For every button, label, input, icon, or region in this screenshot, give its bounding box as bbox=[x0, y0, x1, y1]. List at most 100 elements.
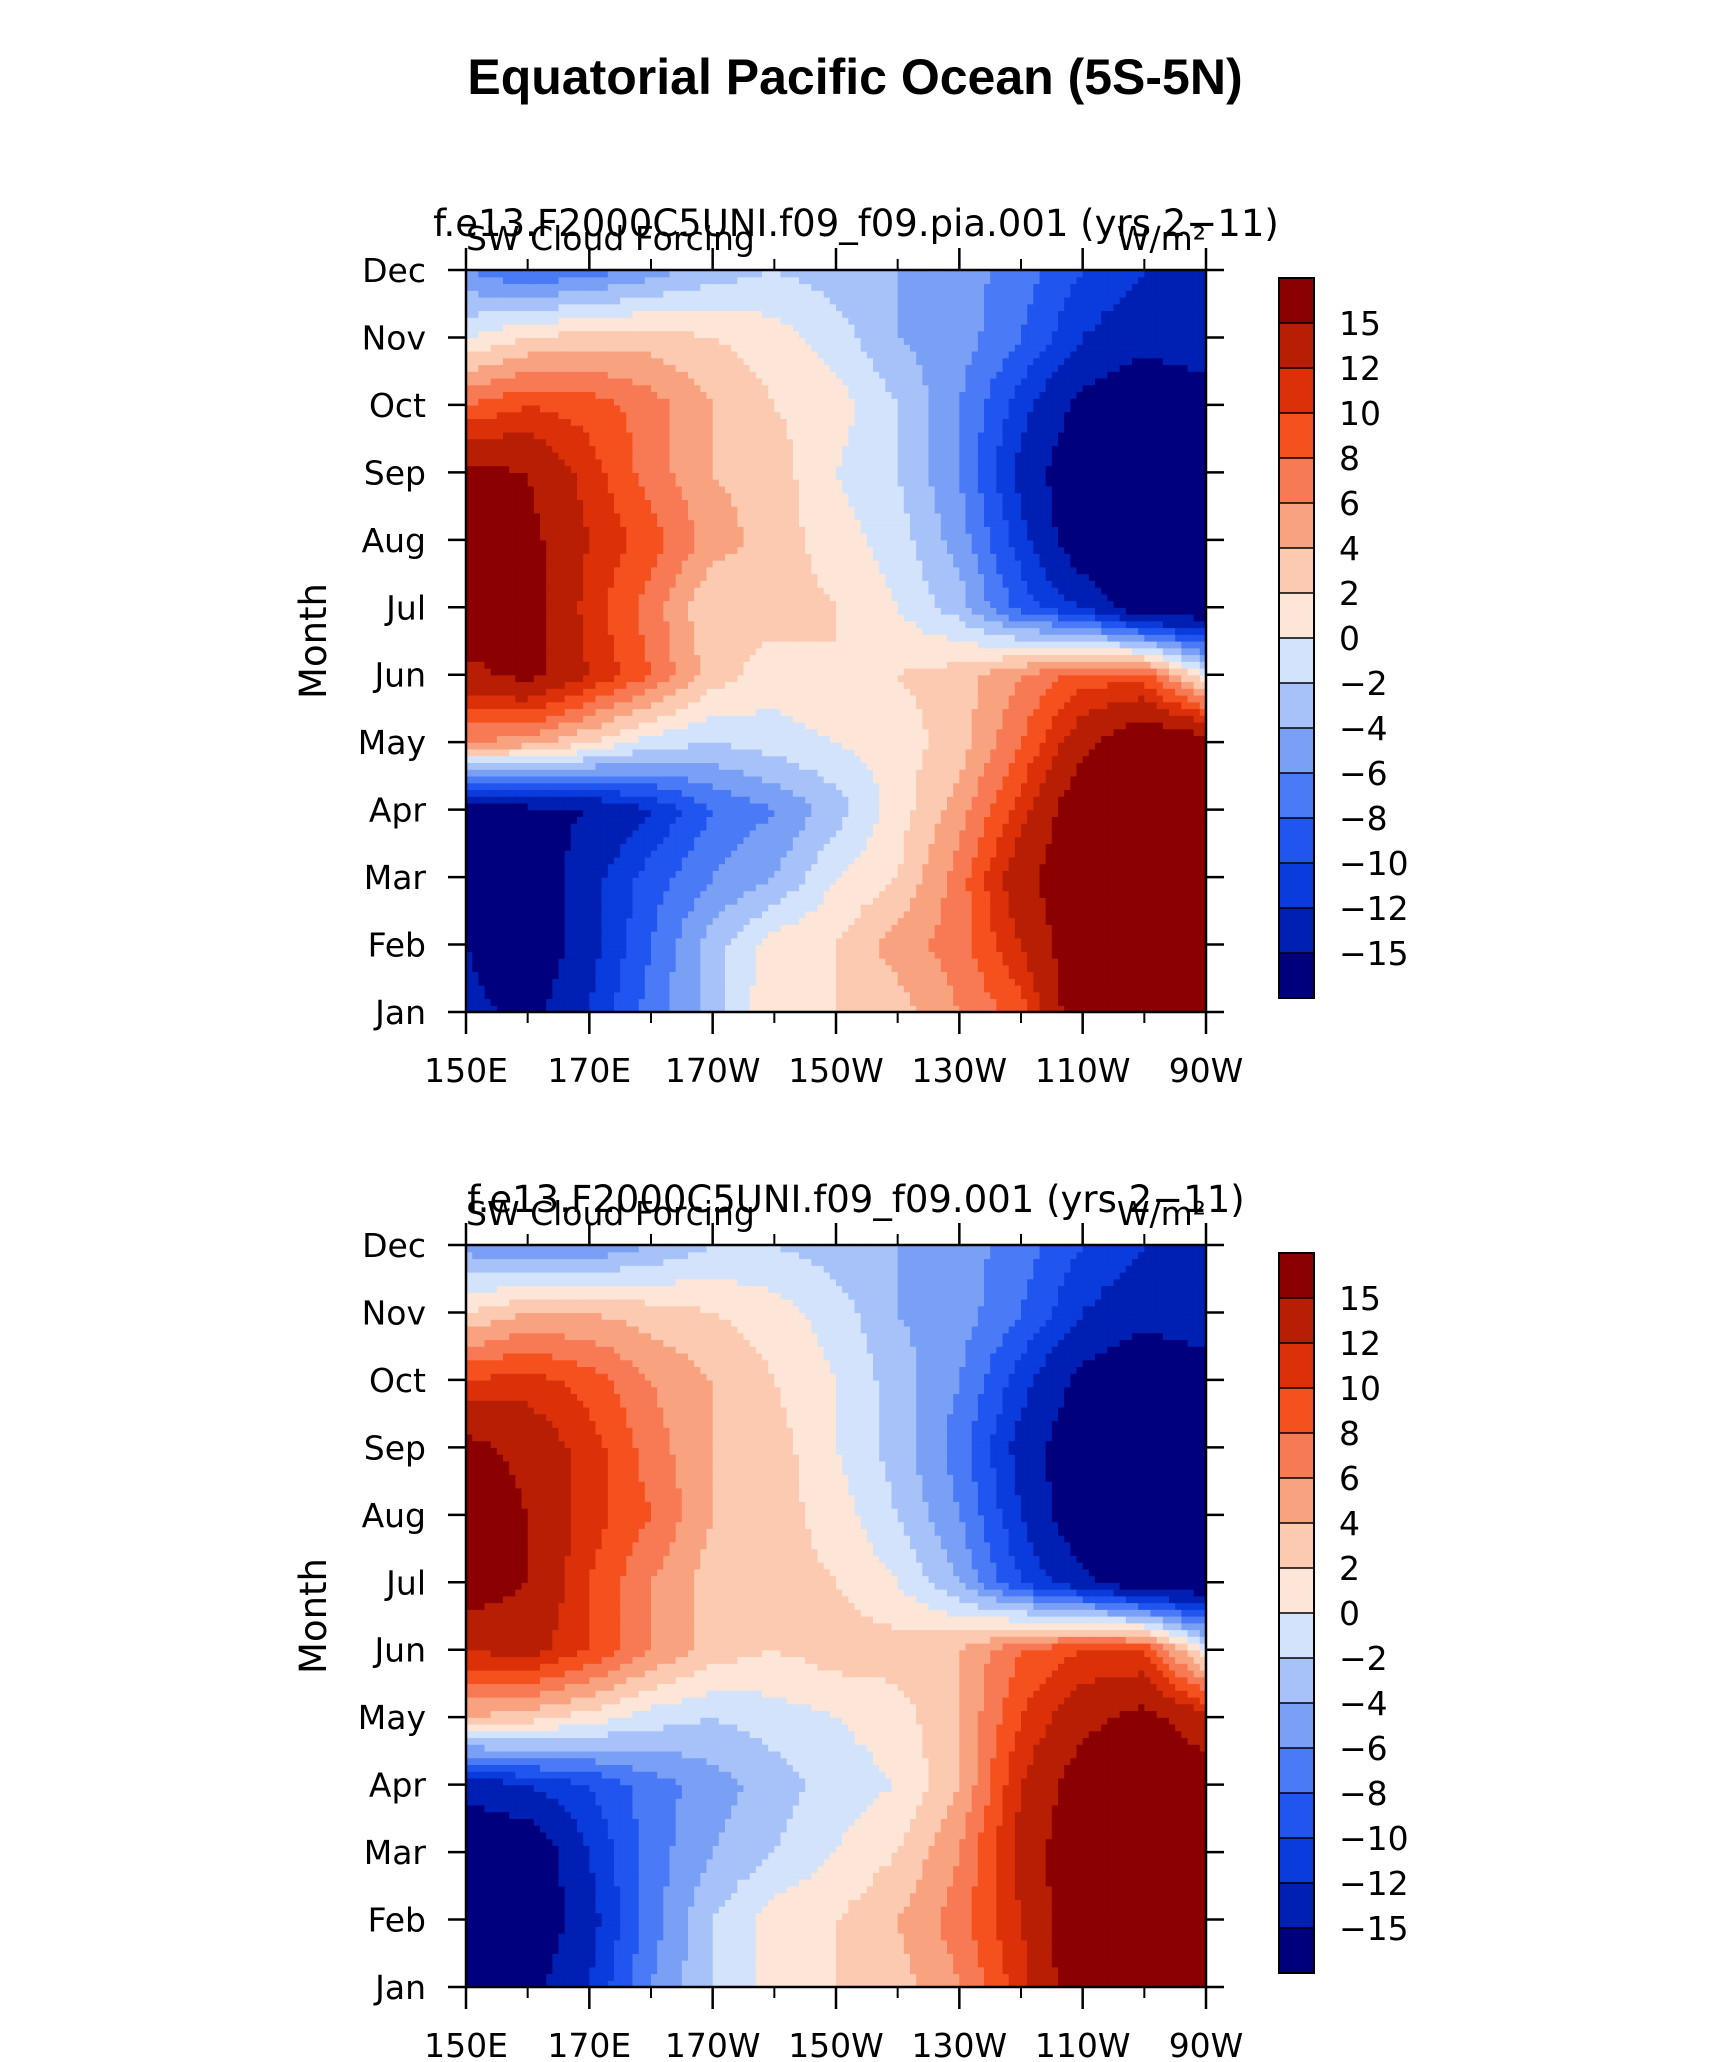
heat-cell bbox=[977, 931, 985, 939]
heat-cell bbox=[595, 816, 603, 824]
heat-cell bbox=[947, 789, 954, 797]
heat-cell bbox=[681, 951, 689, 959]
heat-cell bbox=[706, 748, 714, 757]
heat-cell bbox=[860, 769, 868, 777]
heat-cell bbox=[866, 850, 874, 858]
heat-cell bbox=[1021, 843, 1028, 851]
heat-cell bbox=[583, 924, 590, 932]
heat-cell bbox=[688, 985, 695, 993]
heat-cell bbox=[805, 728, 812, 737]
heat-cell bbox=[897, 755, 905, 764]
heat-cell bbox=[675, 985, 683, 993]
heat-cell bbox=[694, 775, 701, 784]
heat-cell bbox=[762, 924, 769, 932]
heat-cell bbox=[848, 735, 856, 743]
heat-cell bbox=[1027, 755, 1034, 764]
heat-cell bbox=[1107, 782, 1115, 790]
heat-cell bbox=[1039, 978, 1047, 986]
heat-cell bbox=[1113, 863, 1121, 871]
heat-cell bbox=[1064, 924, 1071, 932]
heat-cell bbox=[546, 883, 553, 892]
heat-cell bbox=[1082, 829, 1090, 838]
heat-cell bbox=[1076, 924, 1084, 932]
heat-cell bbox=[1082, 816, 1090, 824]
heat-cell bbox=[891, 998, 899, 1006]
heat-cell bbox=[570, 964, 578, 973]
heat-cell bbox=[903, 748, 911, 757]
heat-cell bbox=[897, 985, 905, 993]
heat-cell bbox=[1027, 870, 1034, 878]
heat-cell bbox=[897, 856, 905, 865]
heat-cell bbox=[1107, 904, 1115, 912]
heat-cell bbox=[570, 998, 578, 1006]
heat-cell bbox=[848, 890, 856, 898]
heat-cell bbox=[743, 755, 751, 764]
heat-cell bbox=[866, 836, 874, 844]
heat-cell bbox=[1027, 843, 1034, 851]
heat-cell bbox=[1169, 877, 1176, 885]
heat-cell bbox=[848, 985, 856, 993]
heat-cell bbox=[866, 958, 874, 966]
heat-cell bbox=[620, 964, 627, 973]
heat-cell bbox=[1095, 843, 1102, 851]
heat-cell bbox=[903, 809, 911, 817]
heat-cell bbox=[947, 964, 954, 973]
heat-cell bbox=[601, 863, 609, 871]
heat-cell bbox=[1070, 991, 1078, 1000]
heat-cell bbox=[749, 964, 757, 973]
heat-cell bbox=[644, 877, 652, 885]
heat-cell bbox=[1199, 789, 1206, 797]
heat-cell bbox=[546, 775, 553, 784]
heat-cell bbox=[1008, 951, 1016, 959]
heat-cell bbox=[959, 890, 967, 898]
heat-cell bbox=[947, 937, 954, 946]
heat-cell bbox=[977, 836, 985, 844]
heat-cell bbox=[953, 823, 960, 831]
heat-cell bbox=[934, 971, 942, 979]
heat-cell bbox=[614, 883, 621, 892]
heat-cell bbox=[700, 755, 708, 764]
heat-cell bbox=[669, 890, 677, 898]
heat-cell bbox=[996, 836, 1004, 844]
heat-cell bbox=[829, 910, 837, 919]
heat-cell bbox=[971, 877, 979, 885]
heat-cell bbox=[947, 991, 954, 1000]
heat-cell bbox=[651, 985, 658, 993]
heat-cell bbox=[768, 796, 775, 804]
heat-cell bbox=[934, 863, 942, 871]
heat-cell bbox=[521, 762, 529, 770]
heat-cell bbox=[558, 998, 566, 1006]
heat-cell bbox=[688, 735, 695, 743]
heat-cell bbox=[1008, 883, 1016, 892]
heat-cell bbox=[848, 782, 856, 790]
heat-cell bbox=[1144, 789, 1152, 797]
heat-cell bbox=[601, 991, 609, 1000]
heat-cell bbox=[1058, 748, 1065, 757]
heat-cell bbox=[749, 769, 757, 777]
heat-cell bbox=[934, 985, 942, 993]
heat-cell bbox=[916, 890, 923, 898]
heat-cell bbox=[478, 991, 486, 1000]
heat-cell bbox=[552, 1005, 560, 1012]
heat-cell bbox=[891, 728, 899, 737]
heat-cell bbox=[657, 870, 664, 878]
heat-cell bbox=[1113, 937, 1121, 946]
heat-cell bbox=[706, 985, 714, 993]
heat-cell bbox=[1138, 836, 1145, 844]
heat-cell bbox=[1045, 998, 1053, 1006]
heat-cell bbox=[780, 843, 788, 851]
heat-cell bbox=[657, 775, 664, 784]
heat-cell bbox=[1051, 870, 1059, 878]
heat-cell bbox=[706, 917, 714, 925]
heat-cell bbox=[762, 796, 769, 804]
heat-cell bbox=[509, 910, 516, 919]
heat-cell bbox=[681, 843, 689, 851]
heat-cell bbox=[589, 937, 597, 946]
heat-cell bbox=[879, 728, 886, 737]
heat-cell bbox=[854, 789, 862, 797]
heat-cell bbox=[780, 971, 788, 979]
heat-cell bbox=[1107, 870, 1115, 878]
heat-cell bbox=[762, 829, 769, 838]
heat-cell bbox=[1095, 816, 1102, 824]
heat-cell bbox=[860, 964, 868, 973]
